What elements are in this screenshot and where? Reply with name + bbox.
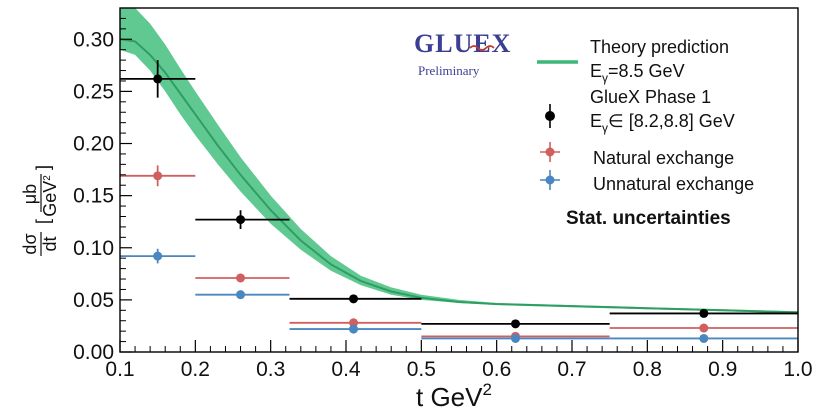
y-tick-label-6: 0.30 [73, 28, 114, 51]
point-natural-4-marker [699, 323, 709, 333]
theory-band [120, 8, 798, 314]
series-gluex [120, 60, 798, 329]
stat-uncertainties-annotation: Stat. uncertainties [566, 208, 731, 229]
legend-entry-gluex: GlueX Phase 1 Eγ∈ [8.2,8.8] GeV [545, 87, 735, 135]
axis-ticks: 0.1 0.2 0.3 0.4 0.5 0.6 0.7 0.8 0.9 1.0 0.00 0.05 0.… [73, 7, 813, 381]
legend-natural-marker [545, 147, 555, 157]
point-natural-1-marker [236, 273, 246, 283]
legend-entry-natural: Natural exchange [540, 142, 734, 168]
series-natural [120, 165, 798, 341]
point-unnatural-2-marker [349, 324, 359, 334]
y-label-unit-den: GeV2 [40, 175, 60, 217]
y-label-bracket-open: [ [33, 219, 53, 224]
point-gluex-4-marker [699, 308, 709, 318]
x-tick-label-3: 0.4 [331, 358, 361, 381]
legend-theory-line2: Eγ=8.5 GeV [590, 61, 685, 85]
gluex-logo-text: GLUEX [414, 29, 511, 58]
point-unnatural-0-marker [153, 251, 163, 261]
point-unnatural-1-marker [236, 290, 246, 300]
y-label-bracket-close: ] [33, 165, 53, 170]
legend-entry-unnatural: Unnatural exchange [540, 170, 754, 194]
legend-gluex-marker [545, 111, 555, 121]
point-unnatural-4-marker [699, 333, 709, 343]
y-tick-label-2: 0.10 [73, 237, 114, 260]
x-tick-label-0: 0.1 [105, 358, 134, 381]
y-tick-label-5: 0.25 [73, 80, 114, 103]
legend: Theory prediction Eγ=8.5 GeV GlueX Phase… [537, 37, 754, 194]
y-label-unit-num: μb [20, 184, 40, 204]
plot-frame-rect [119, 7, 799, 353]
point-gluex-1-marker [236, 215, 246, 225]
point-gluex-2-marker [349, 294, 359, 304]
x-axis-label-sup: 2 [482, 380, 491, 399]
point-gluex-0-marker [153, 74, 163, 84]
legend-unnatural-marker [545, 175, 555, 185]
gluex-logo-wave [469, 45, 495, 51]
x-tick-label-4: 0.5 [407, 358, 436, 381]
y-label-dsigma: dσ [20, 233, 40, 254]
point-gluex-3-marker [511, 319, 520, 329]
plot-frame [119, 7, 799, 353]
point-natural-2-marker [349, 318, 359, 328]
y-axis-label: dσ dt [ μb GeV2 ] [20, 165, 60, 256]
x-axis-label-text: t GeV [416, 382, 483, 412]
x-tick-label-8: 0.9 [708, 358, 737, 381]
gluex-logo-subtitle: Preliminary [418, 63, 480, 78]
data-series-layer [120, 60, 798, 343]
legend-gluex-line2: Eγ∈ [8.2,8.8] GeV [590, 111, 735, 135]
x-tick-label-9: 1.0 [783, 358, 812, 381]
point-unnatural-3-marker [511, 333, 520, 343]
x-tick-label-1: 0.2 [181, 358, 210, 381]
point-natural-0-marker [153, 171, 163, 181]
y-label-dt: dt [40, 236, 60, 251]
gluex-logo: GLUEX Preliminary [414, 29, 511, 78]
series-unnatural [120, 248, 798, 343]
x-axis-label: t GeV2 [416, 380, 492, 412]
x-tick-label-5: 0.6 [482, 358, 511, 381]
legend-theory-line1: Theory prediction [590, 37, 729, 57]
y-tick-label-3: 0.15 [73, 185, 114, 208]
y-tick-label-0: 0.00 [73, 341, 114, 364]
legend-entry-theory: Theory prediction Eγ=8.5 GeV [537, 37, 729, 85]
x-tick-label-7: 0.8 [633, 358, 662, 381]
legend-natural-label: Natural exchange [593, 148, 734, 168]
legend-gluex-line1: GlueX Phase 1 [590, 87, 711, 107]
x-tick-label-6: 0.7 [557, 358, 586, 381]
legend-unnatural-label: Unnatural exchange [593, 174, 754, 194]
y-tick-label-4: 0.20 [73, 133, 114, 156]
x-tick-label-2: 0.3 [256, 358, 285, 381]
y-tick-label-1: 0.05 [73, 289, 114, 312]
